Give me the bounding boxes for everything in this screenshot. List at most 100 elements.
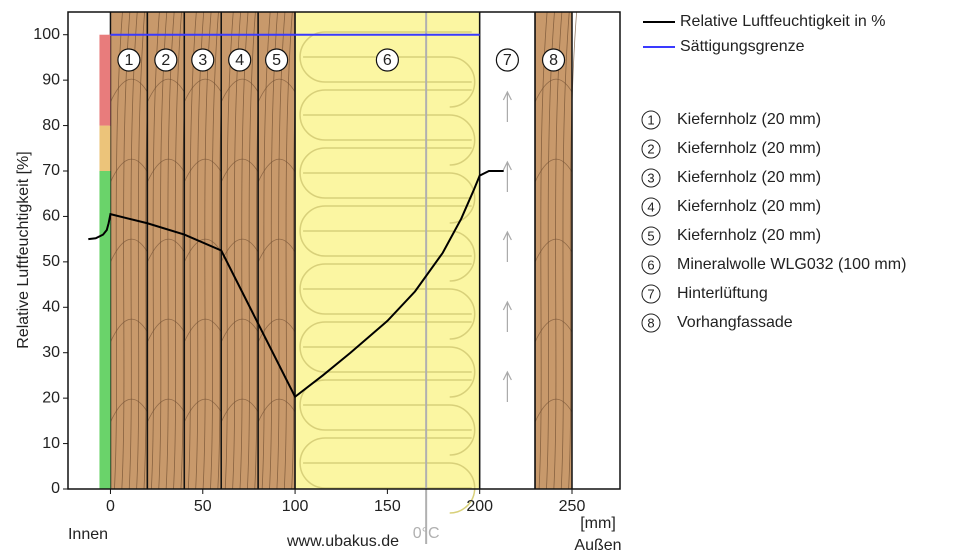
layer-number: 4 — [235, 52, 244, 69]
outside-label: Außen — [574, 537, 621, 554]
wood-arc — [183, 398, 222, 423]
wood-grain — [195, 11, 205, 490]
y-tick-label: 30 — [42, 344, 60, 361]
wool-loop — [303, 462, 476, 514]
layer-number: 6 — [383, 52, 392, 69]
x-tick-label: 100 — [282, 498, 309, 515]
legend-number: 6 — [647, 257, 654, 272]
wood-arc — [220, 318, 259, 343]
wool-loop — [303, 404, 476, 456]
layer-badge — [375, 48, 399, 72]
wool-loop — [299, 147, 472, 199]
x-tick-label: 150 — [374, 498, 401, 515]
wool-loop — [299, 205, 472, 257]
layer-number: 3 — [198, 52, 207, 69]
wood-arc — [110, 398, 148, 423]
layer-number: 1 — [124, 52, 133, 69]
wood-grain — [232, 11, 242, 490]
legend-number: 4 — [647, 199, 654, 214]
plot-frame — [67, 11, 621, 490]
y-tick-label: 40 — [42, 299, 60, 316]
wood-grain — [553, 11, 563, 490]
wood-arc — [220, 158, 259, 183]
air-arrow — [502, 370, 512, 402]
wood-grain — [276, 11, 286, 490]
humidity-zone — [99, 171, 111, 489]
x-tick-label: 250 — [559, 498, 586, 515]
y-tick-label: 10 — [42, 435, 60, 452]
y-tick-label: 0 — [51, 480, 60, 497]
y-tick-label: 50 — [42, 253, 60, 270]
wood-grain — [202, 11, 212, 490]
wool-loop — [303, 288, 476, 340]
wool-loop — [303, 114, 476, 166]
wood-arc — [147, 398, 185, 423]
wood-arc — [220, 398, 259, 423]
wood-grain — [261, 11, 271, 490]
wood-arc — [110, 158, 148, 183]
wood-grain — [128, 11, 138, 490]
y-tick-label: 70 — [42, 162, 60, 179]
wood-arc — [534, 318, 573, 343]
series-line — [88, 170, 504, 399]
legend-layer-name: Kiefernholz (20 mm) — [677, 169, 821, 186]
wood-arc — [110, 238, 148, 263]
layer-badge — [265, 48, 289, 72]
legend-layer-name: Hinterlüftung — [677, 285, 768, 302]
legend-badge — [641, 168, 661, 188]
wood-grain — [568, 11, 578, 490]
legend-number: 3 — [647, 170, 654, 185]
watermark: www.ubakus.de — [286, 533, 399, 550]
wood-grain — [187, 11, 197, 490]
legend-badge — [641, 139, 661, 159]
legend-layer-name: Kiefernholz (20 mm) — [677, 140, 821, 157]
x-tick-label: 200 — [466, 498, 493, 515]
layer-number: 2 — [161, 52, 170, 69]
legend-badge — [641, 197, 661, 217]
legend-label: Sättigungsgrenze — [680, 38, 805, 55]
wool-loop — [299, 321, 472, 373]
wood-grain — [546, 11, 555, 490]
wood-arc — [147, 238, 185, 263]
wood-arc — [183, 78, 222, 103]
wood-arc — [534, 158, 573, 183]
layer-number: 7 — [503, 52, 512, 69]
wood-arc — [110, 318, 148, 343]
air-arrow — [502, 300, 512, 332]
layer-badge — [495, 48, 519, 72]
inside-label: Innen — [68, 526, 108, 543]
wood-grain — [210, 11, 219, 490]
x-tick-label: 50 — [194, 498, 212, 515]
legend-layer-name: Vorhangfassade — [677, 314, 793, 331]
legend-number: 1 — [647, 112, 654, 127]
layer-badge — [541, 48, 566, 72]
y-tick-label: 90 — [42, 71, 60, 88]
wood-arc — [147, 318, 185, 343]
wood-grain — [173, 11, 182, 490]
wood-arc — [257, 158, 296, 183]
wood-grain — [150, 11, 160, 490]
wood-grain — [560, 11, 570, 490]
wood-arc — [110, 78, 148, 103]
wood-grain — [165, 11, 175, 490]
legend-layer-name: Mineralwolle WLG032 (100 mm) — [677, 256, 906, 273]
wool-loop — [303, 56, 476, 108]
wood-grain — [283, 11, 293, 490]
layer-number: 8 — [549, 52, 558, 69]
humidity-zone — [99, 125, 111, 171]
layer-badge — [154, 48, 178, 72]
wool-loop — [299, 263, 472, 315]
wood-grain — [136, 11, 146, 490]
wood-arc — [534, 398, 573, 423]
y-tick-label: 100 — [33, 26, 60, 43]
wool-loop — [299, 31, 472, 83]
legend-badge — [641, 226, 661, 246]
humidity-zone — [99, 34, 111, 126]
wood-arc — [257, 78, 296, 103]
legend-layer-name: Kiefernholz (20 mm) — [677, 227, 821, 244]
legend-number: 7 — [647, 286, 654, 301]
wood-arc — [534, 78, 573, 103]
wood-arc — [220, 78, 259, 103]
air-arrow — [502, 90, 512, 122]
